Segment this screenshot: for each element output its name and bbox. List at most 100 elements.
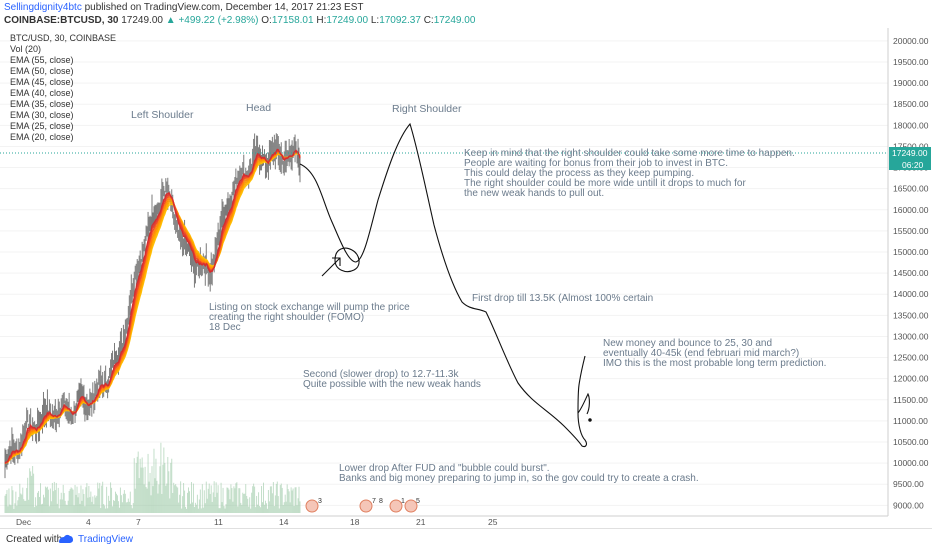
ema-ribbon	[4, 148, 301, 464]
price-tick-label: 13000.00	[893, 331, 929, 341]
note-top-line-2: People are waiting for bonus from their …	[464, 158, 728, 169]
price-tick-label: 18000.00	[893, 120, 929, 130]
time-tick-label: 21	[416, 517, 426, 527]
event-flag-icon[interactable]	[404, 499, 418, 513]
note-listing-line-2: creating the right shoulder (FOMO)	[209, 312, 364, 323]
label-head: Head	[246, 102, 271, 114]
event-badge-4: 1	[401, 498, 405, 505]
legend: BTC/USD, 30, COINBASE Vol (20) EMA (55, …	[10, 33, 116, 142]
annotations: Left Shoulder Head Right Shoulder Keep i…	[131, 102, 826, 484]
time-tick-label: 7	[136, 517, 141, 527]
price-tick-label: 15000.00	[893, 247, 929, 257]
tradingview-brand[interactable]: TradingView	[78, 534, 134, 545]
forecast-dot	[588, 418, 592, 422]
chart-canvas[interactable]: BTC/USD, 30, COINBASE Vol (20) EMA (55, …	[0, 28, 932, 528]
price-change: +499.22 (+2.98%)	[178, 15, 259, 26]
legend-item-ema30[interactable]: EMA (30, close)	[10, 110, 74, 120]
tradingview-logo-icon	[59, 534, 73, 543]
price-tick-label: 14500.00	[893, 268, 929, 278]
note-listing-line-3: 18 Dec	[209, 322, 241, 333]
legend-item-vol[interactable]: Vol (20)	[10, 44, 41, 54]
author-link[interactable]: Sellingdignity4btc	[4, 2, 82, 13]
note-top-line-3: This could delay the process as they kee…	[464, 168, 694, 179]
event-flag-icon[interactable]	[389, 499, 403, 513]
close-label: C:	[423, 15, 434, 26]
ema-line-20	[4, 148, 301, 464]
event-badges[interactable]: 3 7 8 1 5	[305, 498, 420, 513]
last-price: 17249.00	[121, 15, 163, 26]
forecast-drawing[interactable]	[299, 122, 592, 448]
legend-title: BTC/USD, 30, COINBASE	[10, 33, 116, 43]
note-top-line-1: Keep in mind that the right shoulder cou…	[464, 148, 795, 159]
publish-line: Sellingdignity4btc published on TradingV…	[4, 2, 364, 14]
low-label: L:	[370, 15, 380, 26]
time-axis[interactable]: Dec 4 7 11 14 18 21 25	[0, 515, 888, 528]
legend-item-ema20[interactable]: EMA (20, close)	[10, 132, 74, 142]
note-top-line-4: The right shoulder could be more wide un…	[464, 178, 746, 189]
price-axis[interactable]: 20000.00 19500.00 19000.00 18500.00 18000.00…	[887, 28, 932, 516]
event-flag-icon[interactable]	[305, 499, 319, 513]
ohlc-line: COINBASE:BTCUSD, 30 17249.00 ▲ +499.22 (…	[4, 15, 475, 27]
event-badge-2: 7	[372, 498, 376, 505]
legend-item-ema55[interactable]: EMA (55, close)	[10, 55, 74, 65]
published-text: published on TradingView.com, December 1…	[84, 2, 364, 13]
last-price-marker-label: 17249.00	[892, 148, 928, 158]
time-tick-label: 4	[86, 517, 91, 527]
time-tick-label: 14	[279, 517, 289, 527]
countdown-label: 06:20	[902, 160, 924, 170]
legend-item-ema40[interactable]: EMA (40, close)	[10, 88, 74, 98]
low-value: 17092.37	[379, 15, 421, 26]
note-first-drop: First drop till 13.5K (Almost 100% certa…	[472, 293, 653, 304]
price-tick-label: 12500.00	[893, 353, 929, 363]
price-tick-label: 11000.00	[893, 416, 928, 426]
note-top-line-5: the new weak hands to pull out.	[464, 188, 604, 199]
price-tick-label: 10000.00	[893, 458, 929, 468]
time-tick-label: 25	[488, 517, 498, 527]
price-tick-label: 18500.00	[893, 99, 929, 109]
chart-header: Sellingdignity4btc published on TradingV…	[0, 0, 932, 28]
label-left-shoulder: Left Shoulder	[131, 109, 194, 121]
chart-area[interactable]: BTC/USD, 30, COINBASE Vol (20) EMA (55, …	[0, 28, 932, 528]
time-tick-label: Dec	[16, 517, 32, 527]
note-lower-drop-line-1: Lower drop After FUD and "bubble could b…	[339, 463, 550, 474]
note-new-money-line-2: eventually 40-45k (end februari mid marc…	[603, 348, 799, 359]
countdown-marker	[889, 159, 931, 170]
change-up-icon: ▲	[165, 15, 176, 26]
footer: Created with TradingView	[0, 528, 932, 551]
high-label: H:	[316, 15, 327, 26]
price-tick-label: 12000.00	[893, 374, 929, 384]
created-with-label: Created with	[6, 534, 63, 545]
legend-item-ema25[interactable]: EMA (25, close)	[10, 121, 74, 131]
price-tick-label: 10500.00	[893, 437, 929, 447]
legend-item-ema50[interactable]: EMA (50, close)	[10, 66, 74, 76]
event-badge-3: 8	[379, 498, 383, 505]
time-axis-background	[0, 516, 888, 528]
price-tick-label: 15500.00	[893, 226, 929, 236]
open-value: 17158.01	[271, 15, 314, 26]
time-tick-label: 11	[214, 517, 223, 527]
legend-item-ema35[interactable]: EMA (35, close)	[10, 99, 74, 109]
forecast-path	[299, 122, 590, 448]
close-value: 17249.00	[433, 15, 476, 26]
event-badge-1: 3	[318, 498, 322, 505]
symbol-label: COINBASE:BTCUSD, 30	[4, 15, 119, 26]
price-tick-label: 20000.00	[893, 36, 929, 46]
price-tick-label: 19000.00	[893, 78, 929, 88]
volume-bars	[4, 442, 301, 513]
forecast-arrow	[321, 257, 341, 277]
price-tick-label: 16500.00	[893, 184, 929, 194]
price-tick-label: 14000.00	[893, 289, 929, 299]
note-new-money-line-3: IMO this is the most probable long term …	[603, 358, 826, 369]
note-second-drop-line-1: Second (slower drop) to 12.7-11.3k	[303, 369, 459, 380]
note-lower-drop-line-2: Banks and big money preparing to jump in…	[339, 473, 699, 484]
high-value: 17249.00	[326, 15, 369, 26]
plot-background	[0, 28, 888, 516]
legend-item-ema45[interactable]: EMA (45, close)	[10, 77, 74, 87]
price-tick-label: 9500.00	[893, 479, 924, 489]
price-axis-background	[888, 28, 932, 516]
event-flag-icon[interactable]	[359, 499, 373, 513]
note-listing-line-1: Listing on stock exchange will pump the …	[209, 302, 410, 313]
event-badge-5: 5	[416, 498, 420, 505]
open-label: O:	[261, 15, 272, 26]
note-second-drop-line-2: Quite possible with the new weak hands	[303, 379, 481, 390]
